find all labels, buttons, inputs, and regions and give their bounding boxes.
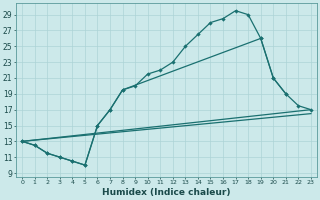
X-axis label: Humidex (Indice chaleur): Humidex (Indice chaleur) — [102, 188, 231, 197]
